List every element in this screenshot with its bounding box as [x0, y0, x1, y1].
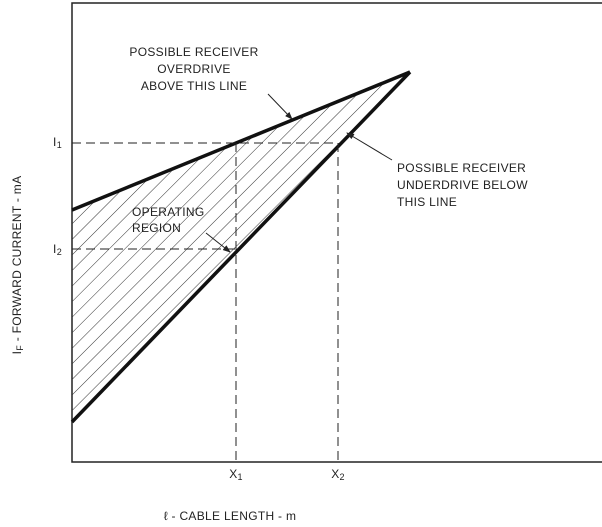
annotation-line: ABOVE THIS LINE — [141, 79, 247, 93]
y-tick-label: I1 — [53, 135, 62, 150]
underdrive-arrow — [346, 132, 393, 161]
overdrive-line — [71, 70, 411, 212]
annotation-line: POSSIBLE RECEIVER — [397, 161, 526, 175]
x-tick-label: X2 — [331, 467, 345, 482]
annotation-line: POSSIBLE RECEIVER — [129, 45, 258, 59]
annotation-line: REGION — [132, 221, 181, 235]
y-tick-label: I2 — [53, 242, 62, 257]
x-tick-label: X1 — [229, 467, 243, 482]
y-axis-label: IF - FORWARD CURRENT - mA — [10, 176, 25, 355]
annotation-line: UNDERDRIVE BELOW — [397, 178, 528, 192]
underdrive-line — [70, 70, 412, 424]
region-arrow — [205, 232, 231, 253]
annotation-line: OPERATING — [132, 205, 205, 219]
overdrive-arrow — [267, 93, 293, 120]
annotation-line: THIS LINE — [397, 195, 457, 209]
annotation-line: OVERDRIVE — [157, 62, 230, 76]
x-axis-label: ℓ - CABLE LENGTH - m — [164, 509, 297, 523]
